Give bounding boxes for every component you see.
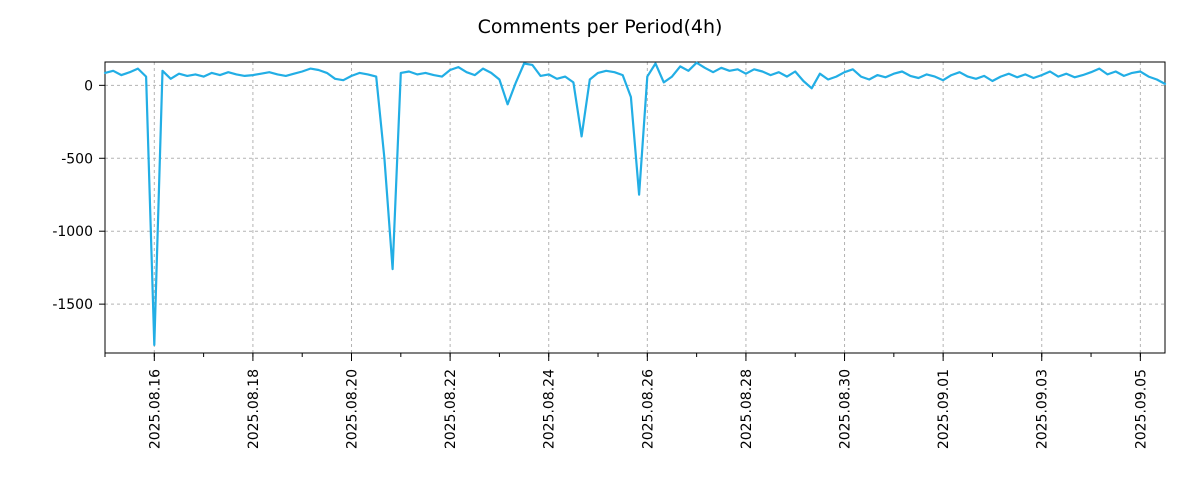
y-tick-label: -500 xyxy=(61,151,93,167)
x-tick-label: 2025.08.20 xyxy=(345,369,361,449)
x-tick-label: 2025.08.22 xyxy=(443,369,459,449)
x-tick-label: 2025.08.28 xyxy=(739,369,755,449)
x-tick-label: 2025.08.18 xyxy=(246,369,262,449)
x-tick-label: 2025.09.01 xyxy=(936,369,952,449)
x-tick-label: 2025.08.26 xyxy=(640,369,656,449)
series-line xyxy=(103,61,1167,347)
x-tick-label: 2025.09.05 xyxy=(1133,369,1149,449)
plot-border xyxy=(104,61,1166,354)
chart-title: Comments per Period(4h) xyxy=(477,16,723,38)
y-axis-labels: 0 -500 -1000 -1500 xyxy=(52,78,93,313)
gridlines xyxy=(105,62,1165,353)
y-tick-label: -1500 xyxy=(52,297,93,313)
x-tick-label: 2025.08.16 xyxy=(147,369,163,449)
y-tick-label: -1000 xyxy=(52,224,93,240)
x-tick-label: 2025.09.03 xyxy=(1035,369,1051,449)
y-tick-label: 0 xyxy=(84,78,93,94)
x-tick-label: 2025.08.24 xyxy=(542,369,558,449)
x-axis-labels: 2025.08.16 2025.08.18 2025.08.20 2025.08.22… xyxy=(147,369,1149,449)
x-tick-label: 2025.08.30 xyxy=(838,369,854,449)
tick-marks xyxy=(99,84,1141,361)
